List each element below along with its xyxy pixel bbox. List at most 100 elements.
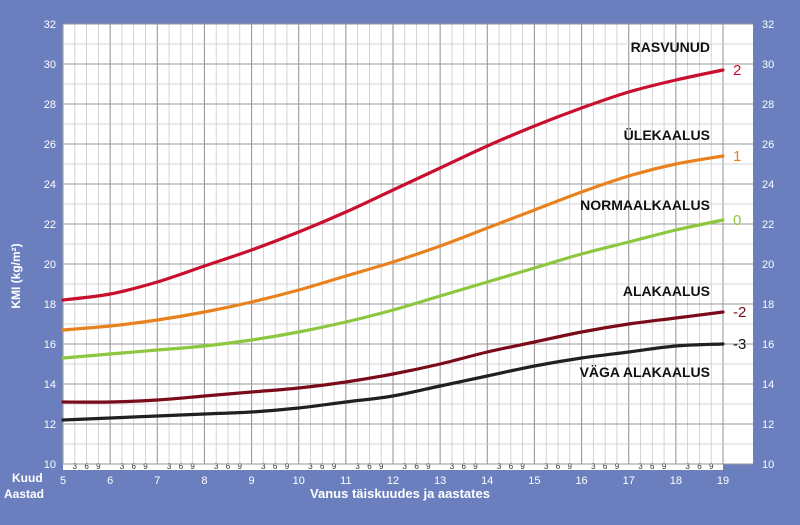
month-tick-label: 9: [426, 462, 431, 471]
category-label: ALAKAALUS: [623, 283, 710, 299]
month-tick-label: 3: [638, 462, 643, 471]
series-layer: [61, 68, 725, 422]
month-tick-label: 3: [544, 462, 549, 471]
zscore-label: 0: [733, 212, 741, 229]
y-tick-label-right: 24: [762, 179, 774, 191]
month-tick-label: 3: [214, 462, 219, 471]
x-tick-label: 10: [293, 475, 305, 487]
labels-layer: 2 RASVUNUD 1 ÜLEKAALUS 0 NORMAALKAALUS -2 ALAKA…: [580, 39, 747, 380]
y-tick-label-right: 12: [762, 419, 774, 431]
month-tick-label: 9: [662, 462, 667, 471]
month-tick-label: 3: [308, 462, 313, 471]
y-tick-label-left: 14: [44, 379, 56, 391]
x-tick-label: 19: [717, 475, 729, 487]
y-tick-label-left: 10: [44, 459, 56, 471]
month-band-background: [63, 460, 723, 470]
zscore-label: 1: [733, 148, 741, 165]
month-tick-label: 3: [120, 462, 125, 471]
y-tick-label-left: 32: [44, 19, 56, 31]
x-tick-label: 7: [154, 475, 160, 487]
y-tick-label-right: 20: [762, 259, 774, 271]
series-line-1: [61, 68, 725, 302]
month-tick-label: 6: [367, 462, 372, 471]
y-tick-label-left: 30: [44, 59, 56, 71]
x-tick-label: 11: [340, 475, 351, 487]
y-tick-label-left: 12: [44, 419, 56, 431]
y-tick-label-left: 24: [44, 179, 56, 191]
y-tick-label-right: 22: [762, 219, 774, 231]
month-tick-label: 6: [131, 462, 136, 471]
month-tick-label: 9: [96, 462, 101, 471]
month-tick-label: 3: [591, 462, 596, 471]
month-tick-label: 9: [379, 462, 384, 471]
month-tick-label: 6: [179, 462, 184, 471]
x-axis-label: Vanus täiskuudes ja aastates: [310, 486, 490, 501]
month-tick-label: 6: [461, 462, 466, 471]
series-line-3: [61, 218, 725, 360]
month-tick-label: 9: [332, 462, 337, 471]
month-tick-label: 9: [238, 462, 243, 471]
month-tick-label: 6: [603, 462, 608, 471]
month-tick-label: 3: [355, 462, 360, 471]
month-tick-label: 6: [414, 462, 419, 471]
month-tick-label: 3: [497, 462, 502, 471]
y-tick-label-right: 28: [762, 99, 774, 111]
month-tick-label: 9: [520, 462, 525, 471]
month-tick-label: 6: [697, 462, 702, 471]
month-tick-label: 3: [403, 462, 408, 471]
month-tick-label: 9: [615, 462, 620, 471]
month-tick-label: 6: [509, 462, 514, 471]
y-tick-label-left: 16: [44, 339, 56, 351]
x-tick-label: 14: [481, 475, 493, 487]
x-tick-label: 5: [60, 475, 66, 487]
month-tick-label: 6: [226, 462, 231, 471]
month-tick-label: 9: [190, 462, 195, 471]
month-tick-label: 6: [650, 462, 655, 471]
series-line-2: [61, 154, 725, 332]
x-tick-label: 8: [201, 475, 207, 487]
series-line-4: [61, 310, 725, 404]
x-tick-label: 9: [249, 475, 255, 487]
zscore-label: -2: [733, 304, 746, 321]
month-tick-label: 3: [450, 462, 455, 471]
y-axis-label: KMI (kg/m²): [9, 243, 23, 308]
month-tick-label: 6: [556, 462, 561, 471]
zscore-label: 2: [733, 62, 741, 79]
month-tick-label: 9: [143, 462, 148, 471]
zscore-label: -3: [733, 336, 746, 353]
category-label: RASVUNUD: [631, 39, 710, 55]
y-tick-label-left: 28: [44, 99, 56, 111]
y-tick-label-right: 18: [762, 299, 774, 311]
month-tick-label: 3: [167, 462, 172, 471]
month-tick-label: 6: [320, 462, 325, 471]
y-tick-label-right: 10: [762, 459, 774, 471]
x-tick-label: 15: [528, 475, 540, 487]
month-tick-label: 3: [685, 462, 690, 471]
x-tick-label: 6: [107, 475, 113, 487]
y-tick-label-left: 22: [44, 219, 56, 231]
month-tick-label: 9: [285, 462, 290, 471]
month-tick-label: 6: [273, 462, 278, 471]
month-tick-label: 3: [73, 462, 78, 471]
y-tick-label-right: 30: [762, 59, 774, 71]
category-label: NORMAALKAALUS: [580, 197, 710, 213]
month-tick-label: 6: [84, 462, 89, 471]
y-tick-label-right: 14: [762, 379, 774, 391]
years-row-label: Aastad: [4, 487, 44, 501]
y-tick-label-right: 26: [762, 139, 774, 151]
x-tick-label: 16: [575, 475, 587, 487]
category-label: VÄGA ALAKAALUS: [580, 364, 710, 380]
x-tick-label: 13: [434, 475, 446, 487]
x-tick-label: 12: [387, 475, 399, 487]
category-label: ÜLEKAALUS: [624, 127, 710, 143]
months-row-label: Kuud: [12, 471, 43, 485]
x-tick-label: 17: [623, 475, 635, 487]
y-tick-label-left: 26: [44, 139, 56, 151]
month-tick-label: 9: [473, 462, 478, 471]
series-line-5: [61, 342, 725, 422]
month-tick-label: 9: [709, 462, 714, 471]
